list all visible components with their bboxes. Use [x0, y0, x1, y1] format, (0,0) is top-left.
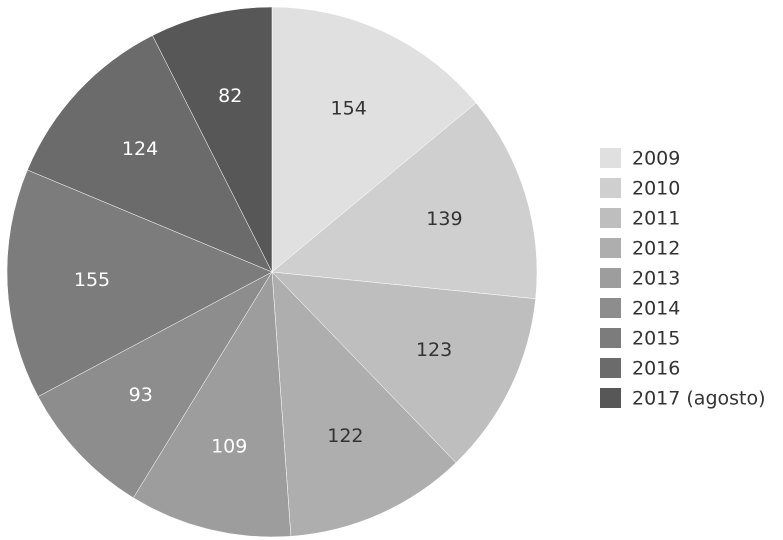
pie-slice — [271, 271, 536, 464]
pie-slice — [27, 35, 273, 273]
data-label: 124 — [122, 138, 158, 160]
legend-swatch — [600, 388, 621, 408]
legend-label: 2015 — [632, 328, 680, 350]
legend-swatch — [600, 148, 621, 168]
data-label: 123 — [416, 339, 452, 361]
legend-swatch — [600, 328, 621, 348]
legend-label: 2010 — [632, 178, 680, 200]
data-label: 154 — [331, 97, 367, 119]
legend-label: 2013 — [632, 268, 680, 290]
data-label: 109 — [211, 436, 247, 458]
data-label: 139 — [426, 208, 462, 230]
pie-slice — [152, 6, 273, 273]
pie-slice — [271, 271, 457, 537]
legend-label: 2012 — [632, 238, 680, 260]
legend-swatch — [600, 268, 621, 288]
legend-swatch — [600, 208, 621, 228]
pie-slice — [132, 271, 292, 538]
data-label: 155 — [74, 269, 110, 291]
legend-swatch — [600, 178, 621, 198]
pie-slice — [271, 102, 538, 300]
pie-slice — [37, 271, 273, 499]
legend-label: 2011 — [632, 208, 680, 230]
legend-swatch — [600, 238, 621, 258]
pie-slice — [6, 169, 273, 397]
legend-swatch — [600, 358, 621, 378]
data-label: 122 — [327, 425, 363, 447]
legend-swatch — [600, 298, 621, 318]
pie-slice — [271, 6, 477, 273]
legend-label: 2009 — [632, 148, 680, 170]
data-label: 93 — [129, 384, 153, 406]
legend-label: 2017 (agosto) — [632, 388, 766, 410]
data-label: 82 — [218, 85, 242, 107]
legend-label: 2016 — [632, 358, 680, 380]
legend-label: 2014 — [632, 298, 680, 320]
